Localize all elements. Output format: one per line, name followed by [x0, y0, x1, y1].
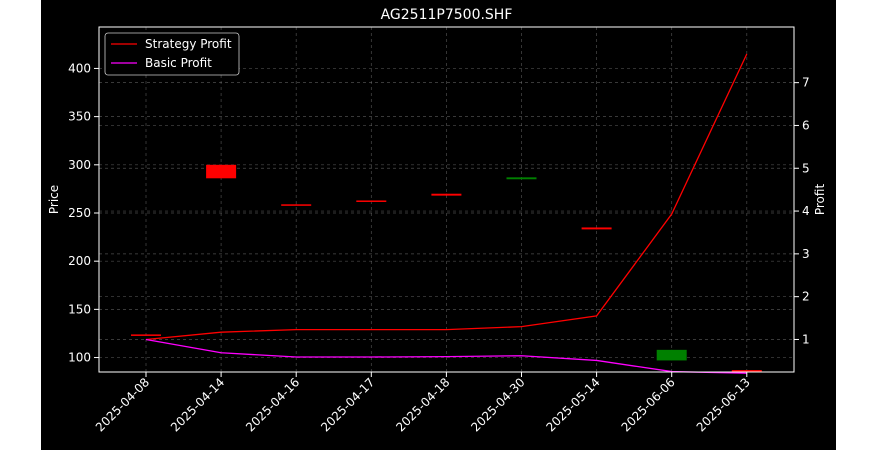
y-left-tick-label-0: 100 — [68, 351, 91, 365]
candle-body-4 — [431, 193, 462, 196]
y-right-tick-label-0: 1 — [802, 332, 810, 346]
candle-body-5 — [506, 177, 537, 180]
candle-body-1 — [206, 164, 237, 179]
candle-body-3 — [356, 200, 387, 202]
y-right-tick-label-3: 4 — [802, 204, 810, 218]
y-left-tick-label-6: 400 — [68, 61, 91, 75]
legend-label-basic: Basic Profit — [145, 56, 212, 70]
profit-lines — [145, 53, 748, 374]
candle-body-7 — [656, 349, 687, 361]
legend: Strategy Profit Basic Profit — [104, 32, 240, 76]
y-right-tick-label-5: 6 — [802, 118, 810, 132]
plot-frame — [98, 26, 795, 373]
y-axis-right-label: Profit — [813, 184, 827, 216]
y-axis-left-label: Price — [47, 185, 61, 214]
candle-body-6 — [581, 227, 612, 230]
y-left-tick-label-4: 300 — [68, 158, 91, 172]
legend-label-strategy: Strategy Profit — [145, 37, 232, 51]
y-left-tick-label-2: 200 — [68, 254, 91, 268]
y-left-tick-label-5: 350 — [68, 110, 91, 124]
y-left-tick-label-3: 250 — [68, 206, 91, 220]
y-right-tick-label-1: 2 — [802, 290, 810, 304]
y-right-tick-label-2: 3 — [802, 247, 810, 261]
legend-box — [104, 32, 240, 76]
chart-title: AG2511P7500.SHF — [381, 7, 513, 23]
candles — [131, 164, 762, 372]
series-line-1 — [145, 338, 747, 374]
y-right-tick-label-4: 5 — [802, 161, 810, 175]
series-line-0 — [145, 53, 748, 341]
candle-body-8 — [731, 370, 762, 372]
candle-body-2 — [281, 204, 312, 206]
y-right-tick-label-6: 7 — [802, 76, 810, 90]
candle-body-0 — [131, 334, 161, 336]
y-left-tick-label-1: 150 — [68, 302, 91, 316]
